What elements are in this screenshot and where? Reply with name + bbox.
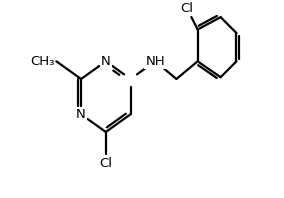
Text: NH: NH: [145, 55, 165, 68]
Text: Cl: Cl: [181, 2, 193, 15]
Text: Cl: Cl: [99, 157, 112, 170]
Text: CH₃: CH₃: [30, 55, 55, 68]
Text: N: N: [101, 55, 111, 68]
Text: N: N: [76, 108, 86, 121]
